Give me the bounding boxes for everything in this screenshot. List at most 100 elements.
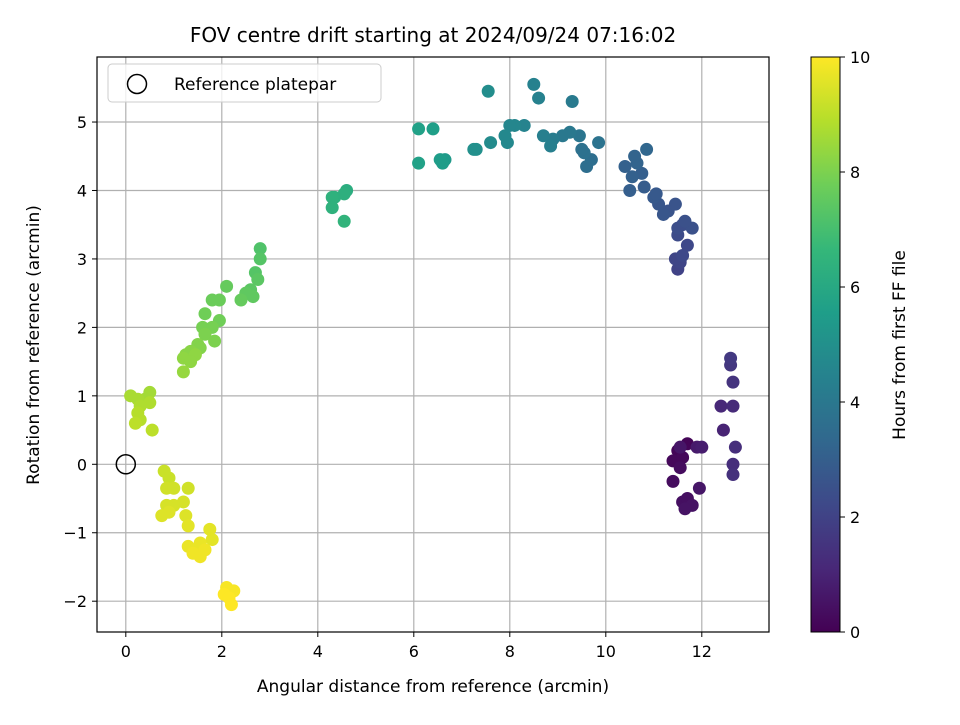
data-point: [205, 533, 219, 547]
data-point: [467, 142, 481, 156]
data-points: [124, 77, 742, 612]
data-point: [575, 142, 589, 156]
data-point: [337, 214, 351, 228]
data-point: [714, 399, 728, 413]
data-point: [628, 149, 642, 163]
data-point: [726, 468, 740, 482]
data-point: [544, 139, 558, 153]
data-point: [726, 399, 740, 413]
x-axis-label: Angular distance from reference (arcmin): [257, 677, 609, 697]
data-point: [625, 170, 639, 184]
data-point: [565, 94, 579, 108]
data-point: [666, 474, 680, 488]
plot-frame: [96, 56, 770, 633]
data-point: [637, 180, 651, 194]
x-tick-label: 2: [217, 642, 227, 661]
y-tick-label: 0: [77, 455, 87, 474]
data-point: [208, 334, 222, 348]
data-point: [205, 293, 219, 307]
colorbar-tick-label: 0: [850, 623, 860, 642]
data-point: [234, 293, 248, 307]
data-point: [162, 471, 176, 485]
data-point: [695, 440, 709, 454]
data-point: [179, 509, 193, 523]
data-point: [673, 440, 687, 454]
colorbar-tick-label: 2: [850, 508, 860, 527]
data-point: [251, 272, 265, 286]
legend-label: Reference platepar: [174, 75, 336, 95]
data-point: [716, 423, 730, 437]
x-tick-label: 8: [505, 642, 515, 661]
data-point: [678, 502, 692, 516]
y-tick-label: 4: [77, 181, 87, 200]
data-point: [484, 136, 498, 150]
data-point: [224, 598, 238, 612]
data-point: [623, 183, 637, 197]
x-tick-label: 0: [121, 642, 131, 661]
data-point: [426, 122, 440, 136]
y-tick-label: 1: [77, 387, 87, 406]
data-point: [325, 190, 339, 204]
data-point: [517, 118, 531, 132]
legend-box: [107, 63, 382, 103]
colorbar-gradient: [811, 57, 840, 632]
data-point: [726, 375, 740, 389]
data-point: [668, 197, 682, 211]
data-point: [412, 122, 426, 136]
data-point: [678, 214, 692, 228]
data-point: [181, 519, 195, 533]
data-point: [184, 355, 198, 369]
x-axis-ticks: 0 2 4 6 8 10 12: [121, 632, 712, 661]
data-point: [145, 423, 159, 437]
y-tick-label: −2: [63, 592, 87, 611]
data-point: [481, 84, 495, 98]
colorbar-tick-label: 6: [850, 278, 860, 297]
data-point: [676, 249, 690, 263]
x-tick-label: 10: [596, 642, 616, 661]
data-point: [673, 461, 687, 475]
data-point: [124, 389, 138, 403]
data-point: [618, 160, 632, 174]
data-point: [253, 242, 267, 256]
data-point: [676, 450, 690, 464]
data-point: [527, 77, 541, 91]
y-tick-label: 2: [77, 318, 87, 337]
data-point: [692, 481, 706, 495]
data-point: [155, 509, 169, 523]
colorbar-tick-label: 8: [850, 163, 860, 182]
data-point: [500, 136, 514, 150]
data-point: [193, 550, 207, 564]
data-point: [198, 307, 212, 321]
colorbar-tick-label: 10: [850, 48, 870, 67]
data-point: [536, 129, 550, 143]
colorbar-label: Hours from first FF file: [890, 250, 910, 440]
y-tick-label: −1: [63, 524, 87, 543]
y-axis-label: Rotation from reference (arcmin): [24, 205, 44, 485]
chart-title: FOV centre drift starting at 2024/09/24 …: [190, 23, 676, 47]
data-point: [726, 457, 740, 471]
data-point: [167, 481, 181, 495]
data-point: [325, 201, 339, 215]
data-point: [680, 238, 694, 252]
x-tick-label: 12: [692, 642, 712, 661]
x-tick-label: 4: [313, 642, 323, 661]
legend: Reference platepar: [107, 63, 382, 103]
colorbar-tick-label: 4: [850, 393, 860, 412]
data-point: [649, 187, 663, 201]
data-point: [128, 416, 142, 430]
data-point: [198, 327, 212, 341]
data-point: [724, 351, 738, 365]
data-point: [592, 136, 606, 150]
colorbar-frame: [810, 56, 841, 633]
data-point: [412, 156, 426, 170]
data-point: [433, 153, 447, 167]
data-point: [503, 118, 517, 132]
data-point: [728, 440, 742, 454]
data-point: [253, 252, 267, 266]
data-point: [176, 365, 190, 379]
x-tick-label: 6: [409, 642, 419, 661]
data-point: [640, 142, 654, 156]
